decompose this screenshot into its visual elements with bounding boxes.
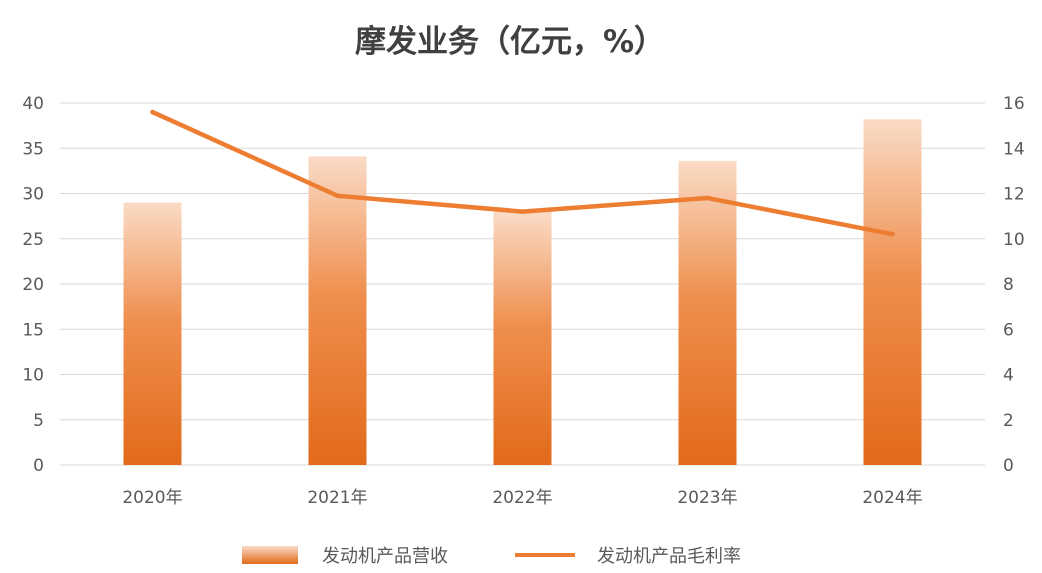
y-left-tick-label: 5 <box>33 411 44 431</box>
y-right-tick-label: 16 <box>1003 94 1025 114</box>
bar <box>308 156 367 465</box>
y-right-tick-label: 4 <box>1003 366 1014 386</box>
y-left-tick-label: 35 <box>22 139 44 159</box>
y-left-tick-label: 10 <box>22 366 44 386</box>
x-tick-label: 2024年 <box>862 488 922 508</box>
legend-label-bar: 发动机产品营收 <box>322 546 448 567</box>
line-series <box>150 109 895 237</box>
line-point <box>520 209 525 214</box>
line-point <box>335 193 340 198</box>
y-right-tick-label: 12 <box>1003 185 1025 205</box>
bar <box>123 202 182 466</box>
y-axis-left: 0 5 10 15 20 25 30 35 40 <box>22 94 44 476</box>
x-tick-label: 2022年 <box>492 488 552 508</box>
bar <box>678 160 737 466</box>
y-right-tick-label: 8 <box>1003 275 1014 295</box>
line-point <box>150 109 155 115</box>
x-tick-label: 2020年 <box>122 488 182 508</box>
y-right-tick-label: 0 <box>1003 456 1014 476</box>
legend-label-line: 发动机产品毛利率 <box>597 546 741 567</box>
legend-swatch-bar <box>242 546 298 564</box>
x-tick-label: 2023年 <box>677 488 737 508</box>
x-axis: 2020年 2021年 2022年 2023年 2024年 <box>122 488 922 508</box>
legend: 发动机产品营收 发动机产品毛利率 <box>242 546 741 567</box>
x-tick-label: 2021年 <box>307 488 367 508</box>
y-left-tick-label: 25 <box>22 230 44 250</box>
line-point <box>705 195 710 201</box>
y-left-tick-label: 15 <box>22 320 44 340</box>
bar <box>493 211 552 465</box>
line-point <box>890 232 895 237</box>
chart-title: 摩发业务（亿元，%） <box>355 24 665 60</box>
y-left-tick-label: 30 <box>22 185 44 205</box>
y-right-tick-label: 6 <box>1003 320 1014 340</box>
y-left-tick-label: 20 <box>22 275 44 295</box>
y-right-tick-label: 2 <box>1003 411 1014 431</box>
y-right-tick-label: 10 <box>1003 230 1025 250</box>
y-axis-right: 0 2 4 6 8 10 12 14 16 <box>1003 94 1025 476</box>
y-left-tick-label: 40 <box>22 94 44 114</box>
bar-series <box>123 119 922 466</box>
y-left-tick-label: 0 <box>33 456 44 476</box>
bar <box>863 119 922 465</box>
y-right-tick-label: 14 <box>1003 139 1025 159</box>
